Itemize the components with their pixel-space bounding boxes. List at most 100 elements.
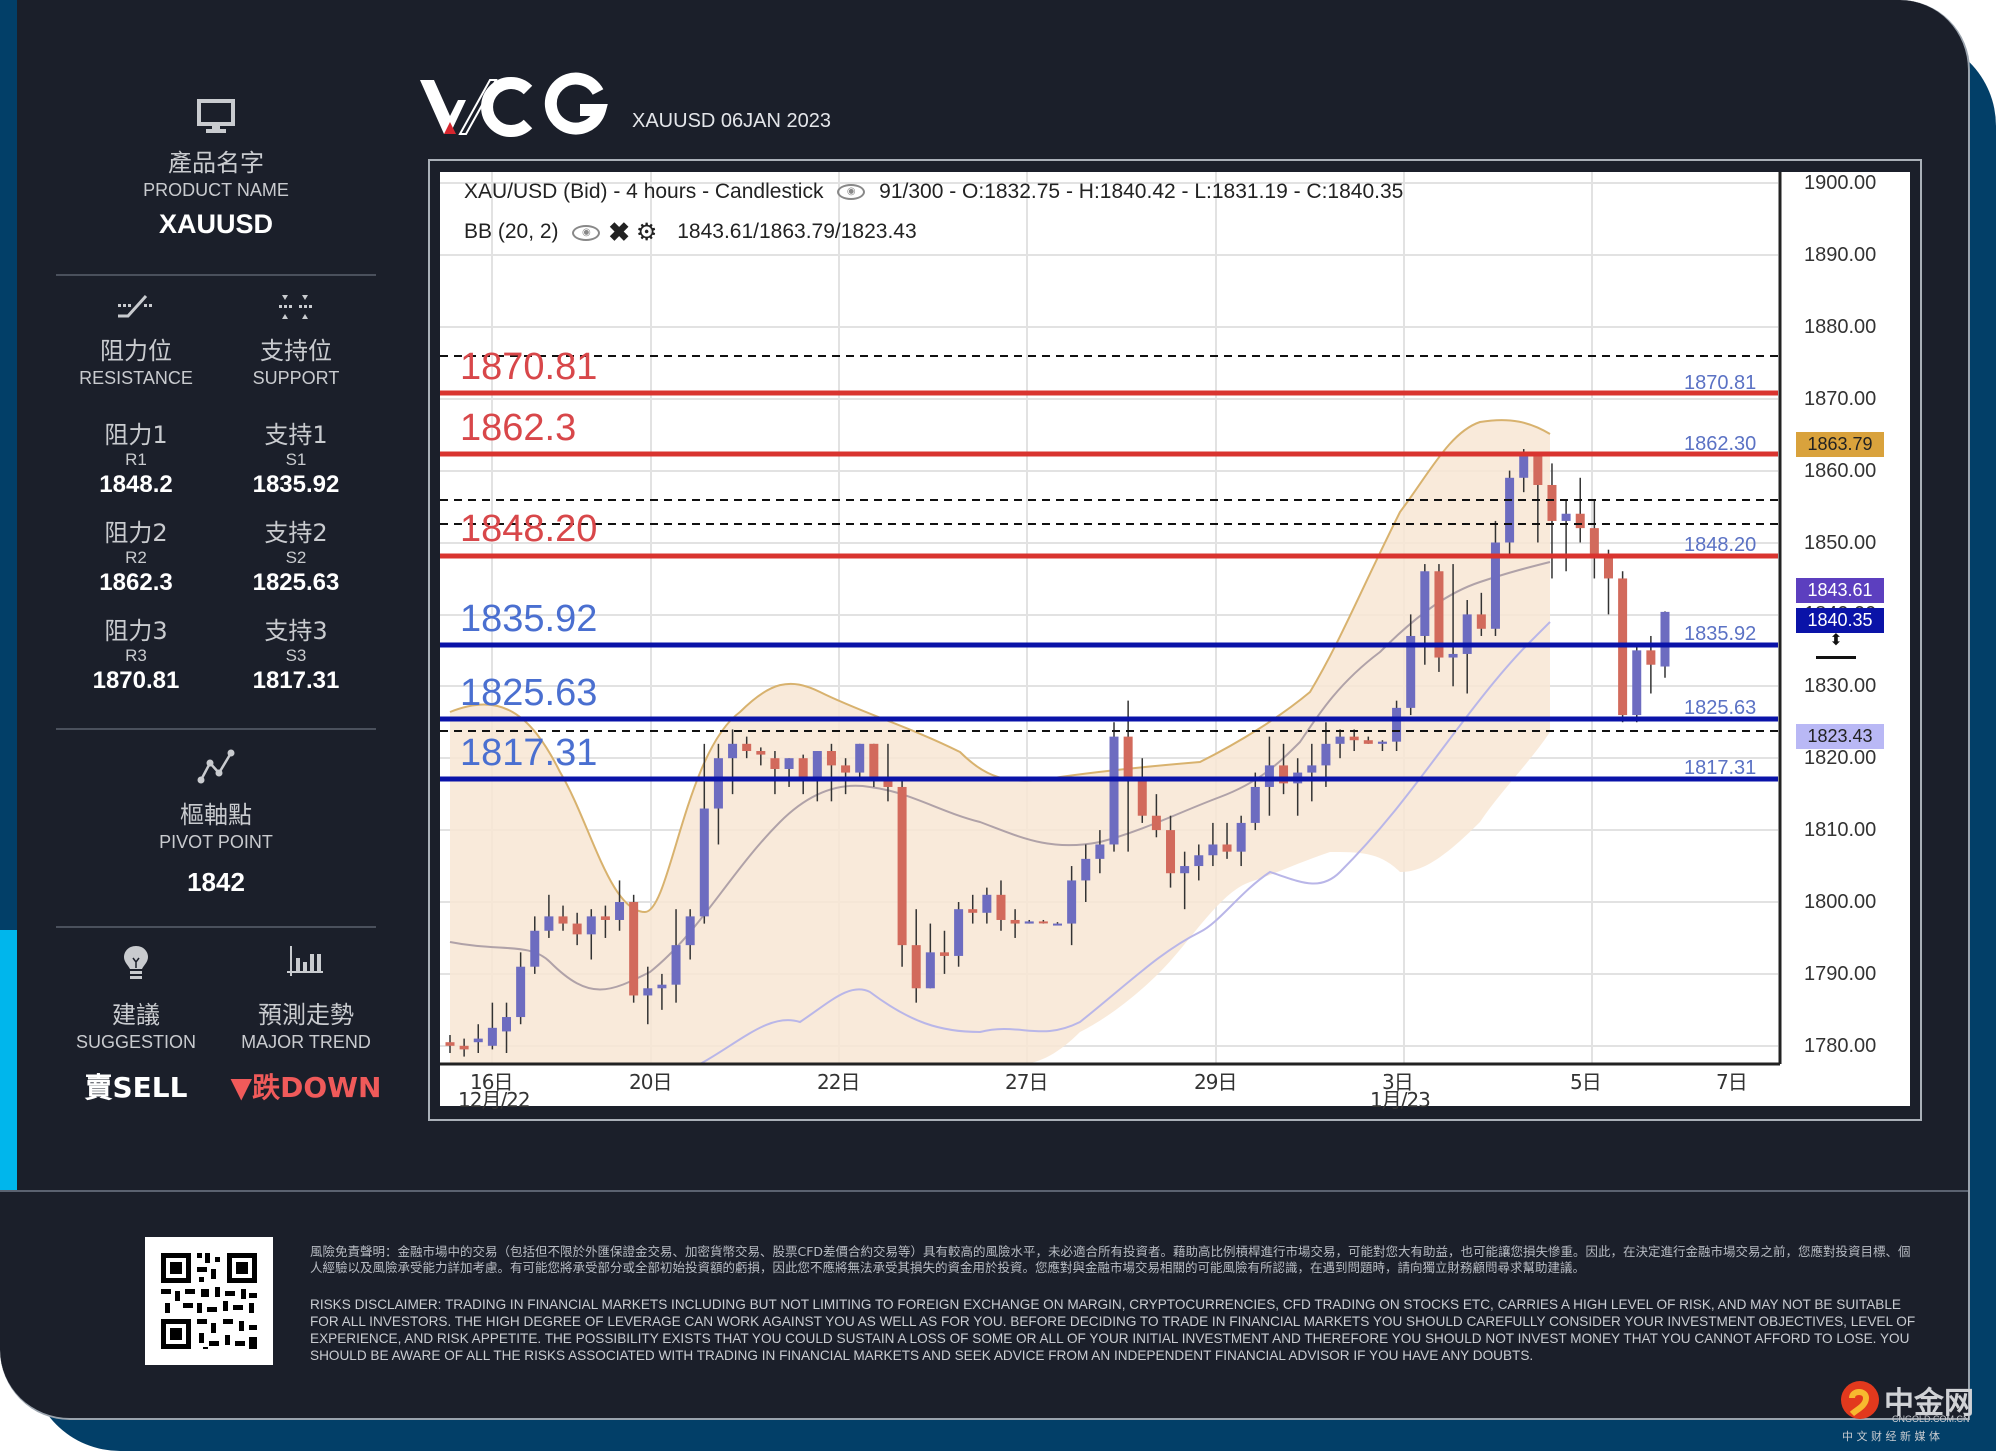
candle bbox=[1547, 484, 1557, 521]
bollinger-lower bbox=[699, 621, 1551, 1065]
candle bbox=[869, 743, 879, 780]
time-tick: 16日 bbox=[470, 1070, 513, 1094]
bb-indicator-title: BB (20, 2) ◉ ✖ ⚙ 1843.61/1863.79/1823.43 bbox=[464, 217, 917, 248]
candle bbox=[982, 894, 992, 913]
candle bbox=[968, 909, 978, 913]
candle bbox=[1519, 456, 1529, 478]
gear-icon[interactable]: ⚙ bbox=[635, 219, 658, 246]
candle bbox=[1575, 513, 1585, 529]
price-tick: 1820.00 bbox=[1804, 747, 1877, 770]
candle bbox=[1123, 736, 1133, 780]
level-code: R3 bbox=[125, 646, 147, 665]
candle bbox=[996, 894, 1006, 920]
suggestion-label-en: SUGGESTION bbox=[75, 1032, 196, 1052]
candle bbox=[925, 952, 935, 989]
candle bbox=[699, 808, 709, 917]
product-label-cn: 產品名字 bbox=[168, 149, 264, 177]
candle bbox=[1406, 635, 1416, 708]
close-icon[interactable]: ✖ bbox=[608, 217, 631, 247]
product-value: XAUUSD bbox=[158, 209, 273, 239]
candle bbox=[1476, 614, 1486, 629]
product-section: 產品名字 PRODUCT NAME XAUUSD bbox=[56, 98, 376, 240]
candle bbox=[1137, 779, 1147, 816]
candle bbox=[1208, 844, 1218, 856]
support-label-en: SUPPORT bbox=[252, 368, 340, 388]
level-code: R1 bbox=[125, 450, 147, 469]
price-tick: 1810.00 bbox=[1804, 819, 1877, 842]
chart-title-text: XAU/USD (Bid) - 4 hours - Candlestick bbox=[464, 180, 824, 203]
price-tick: 1830.00 bbox=[1804, 675, 1877, 698]
candle bbox=[1632, 650, 1642, 716]
candle bbox=[1250, 786, 1260, 823]
bb-lower-badge: 1823.43 bbox=[1796, 724, 1884, 749]
level-value: 1848.2 bbox=[99, 471, 173, 498]
candle bbox=[1151, 815, 1161, 831]
level-s2: 支持2 S2 1825.63 bbox=[216, 518, 376, 598]
candle bbox=[1307, 765, 1317, 773]
candle bbox=[1279, 765, 1289, 784]
candle bbox=[1490, 542, 1500, 629]
footer-divider bbox=[0, 1190, 1968, 1192]
candle bbox=[1024, 921, 1034, 924]
cngold-logo-icon bbox=[1841, 1381, 1879, 1419]
candle bbox=[629, 902, 639, 996]
candle bbox=[770, 758, 780, 769]
eye-icon[interactable]: ◉ bbox=[572, 224, 601, 241]
time-tick: 5日 bbox=[1570, 1070, 1602, 1094]
price-tick: 1870.00 bbox=[1804, 387, 1877, 410]
level-s3: 支持3 S3 1817.31 bbox=[216, 616, 376, 696]
cngold-watermark: 中金网 CNGOLD.COM.CN 中 文 财 经 新 媒 体 bbox=[1840, 1378, 1990, 1448]
candle bbox=[1321, 743, 1331, 766]
price-tick: 1850.00 bbox=[1804, 531, 1877, 554]
level-label-cn: 阻力2 bbox=[104, 519, 168, 547]
level-code: S1 bbox=[285, 450, 307, 469]
candle bbox=[586, 916, 596, 935]
pivot-label-cn: 樞軸點 bbox=[180, 801, 252, 829]
candle bbox=[1194, 855, 1204, 867]
level-label-s2: 1825.63 bbox=[460, 672, 598, 714]
level-label-r2: 1862.3 bbox=[460, 407, 577, 449]
level-tag-r1: 1848.20 bbox=[1684, 534, 1757, 556]
level-s1: 支持1 S1 1835.92 bbox=[216, 420, 376, 500]
time-tick: 22日 bbox=[817, 1070, 860, 1094]
candle bbox=[671, 945, 681, 985]
level-tag-s3: 1817.31 bbox=[1684, 757, 1757, 779]
candle bbox=[742, 743, 752, 752]
candle bbox=[516, 966, 526, 1018]
candle bbox=[1561, 513, 1571, 521]
level-code: R2 bbox=[125, 548, 147, 567]
candle bbox=[939, 952, 949, 956]
monitor-icon bbox=[197, 99, 235, 133]
candle bbox=[1180, 866, 1190, 874]
level-r1: 阻力1 R1 1848.2 bbox=[56, 420, 216, 500]
candle bbox=[1434, 571, 1444, 658]
candle bbox=[459, 1045, 469, 1050]
candle bbox=[1462, 614, 1472, 654]
candle bbox=[855, 743, 865, 773]
last-price-badge: 1840.35 bbox=[1796, 608, 1884, 633]
candle bbox=[1646, 650, 1656, 665]
divider bbox=[56, 926, 376, 928]
candle bbox=[784, 758, 794, 769]
candlestick-chart[interactable] bbox=[440, 172, 1910, 1106]
eye-icon[interactable]: ◉ bbox=[837, 184, 866, 201]
level-label-cn: 阻力1 bbox=[104, 421, 168, 449]
time-tick: 27日 bbox=[1005, 1070, 1048, 1094]
bb-values: 1843.61/1863.79/1823.43 bbox=[677, 220, 917, 244]
candle bbox=[1038, 921, 1048, 924]
bb-upper-badge: 1863.79 bbox=[1796, 432, 1884, 457]
level-label-cn: 支持2 bbox=[264, 519, 328, 547]
pivot-chart-icon bbox=[197, 749, 235, 784]
report-title: XAUUSD 06JAN 2023 bbox=[632, 110, 831, 132]
candle bbox=[1264, 765, 1274, 787]
qr-code-icon[interactable] bbox=[145, 1237, 273, 1365]
cngold-domain: CNGOLD.COM.CN bbox=[1892, 1414, 1970, 1424]
bollinger-band-fill bbox=[450, 420, 1550, 1064]
candle bbox=[713, 758, 723, 809]
axis-scale-handle[interactable]: ⬍ bbox=[1816, 630, 1856, 659]
divider bbox=[56, 274, 376, 276]
resistance-lines bbox=[440, 390, 1778, 559]
level-tag-s1: 1835.92 bbox=[1684, 623, 1757, 645]
level-tag-r2: 1862.30 bbox=[1684, 433, 1757, 455]
time-tick: 3日 bbox=[1382, 1070, 1414, 1094]
